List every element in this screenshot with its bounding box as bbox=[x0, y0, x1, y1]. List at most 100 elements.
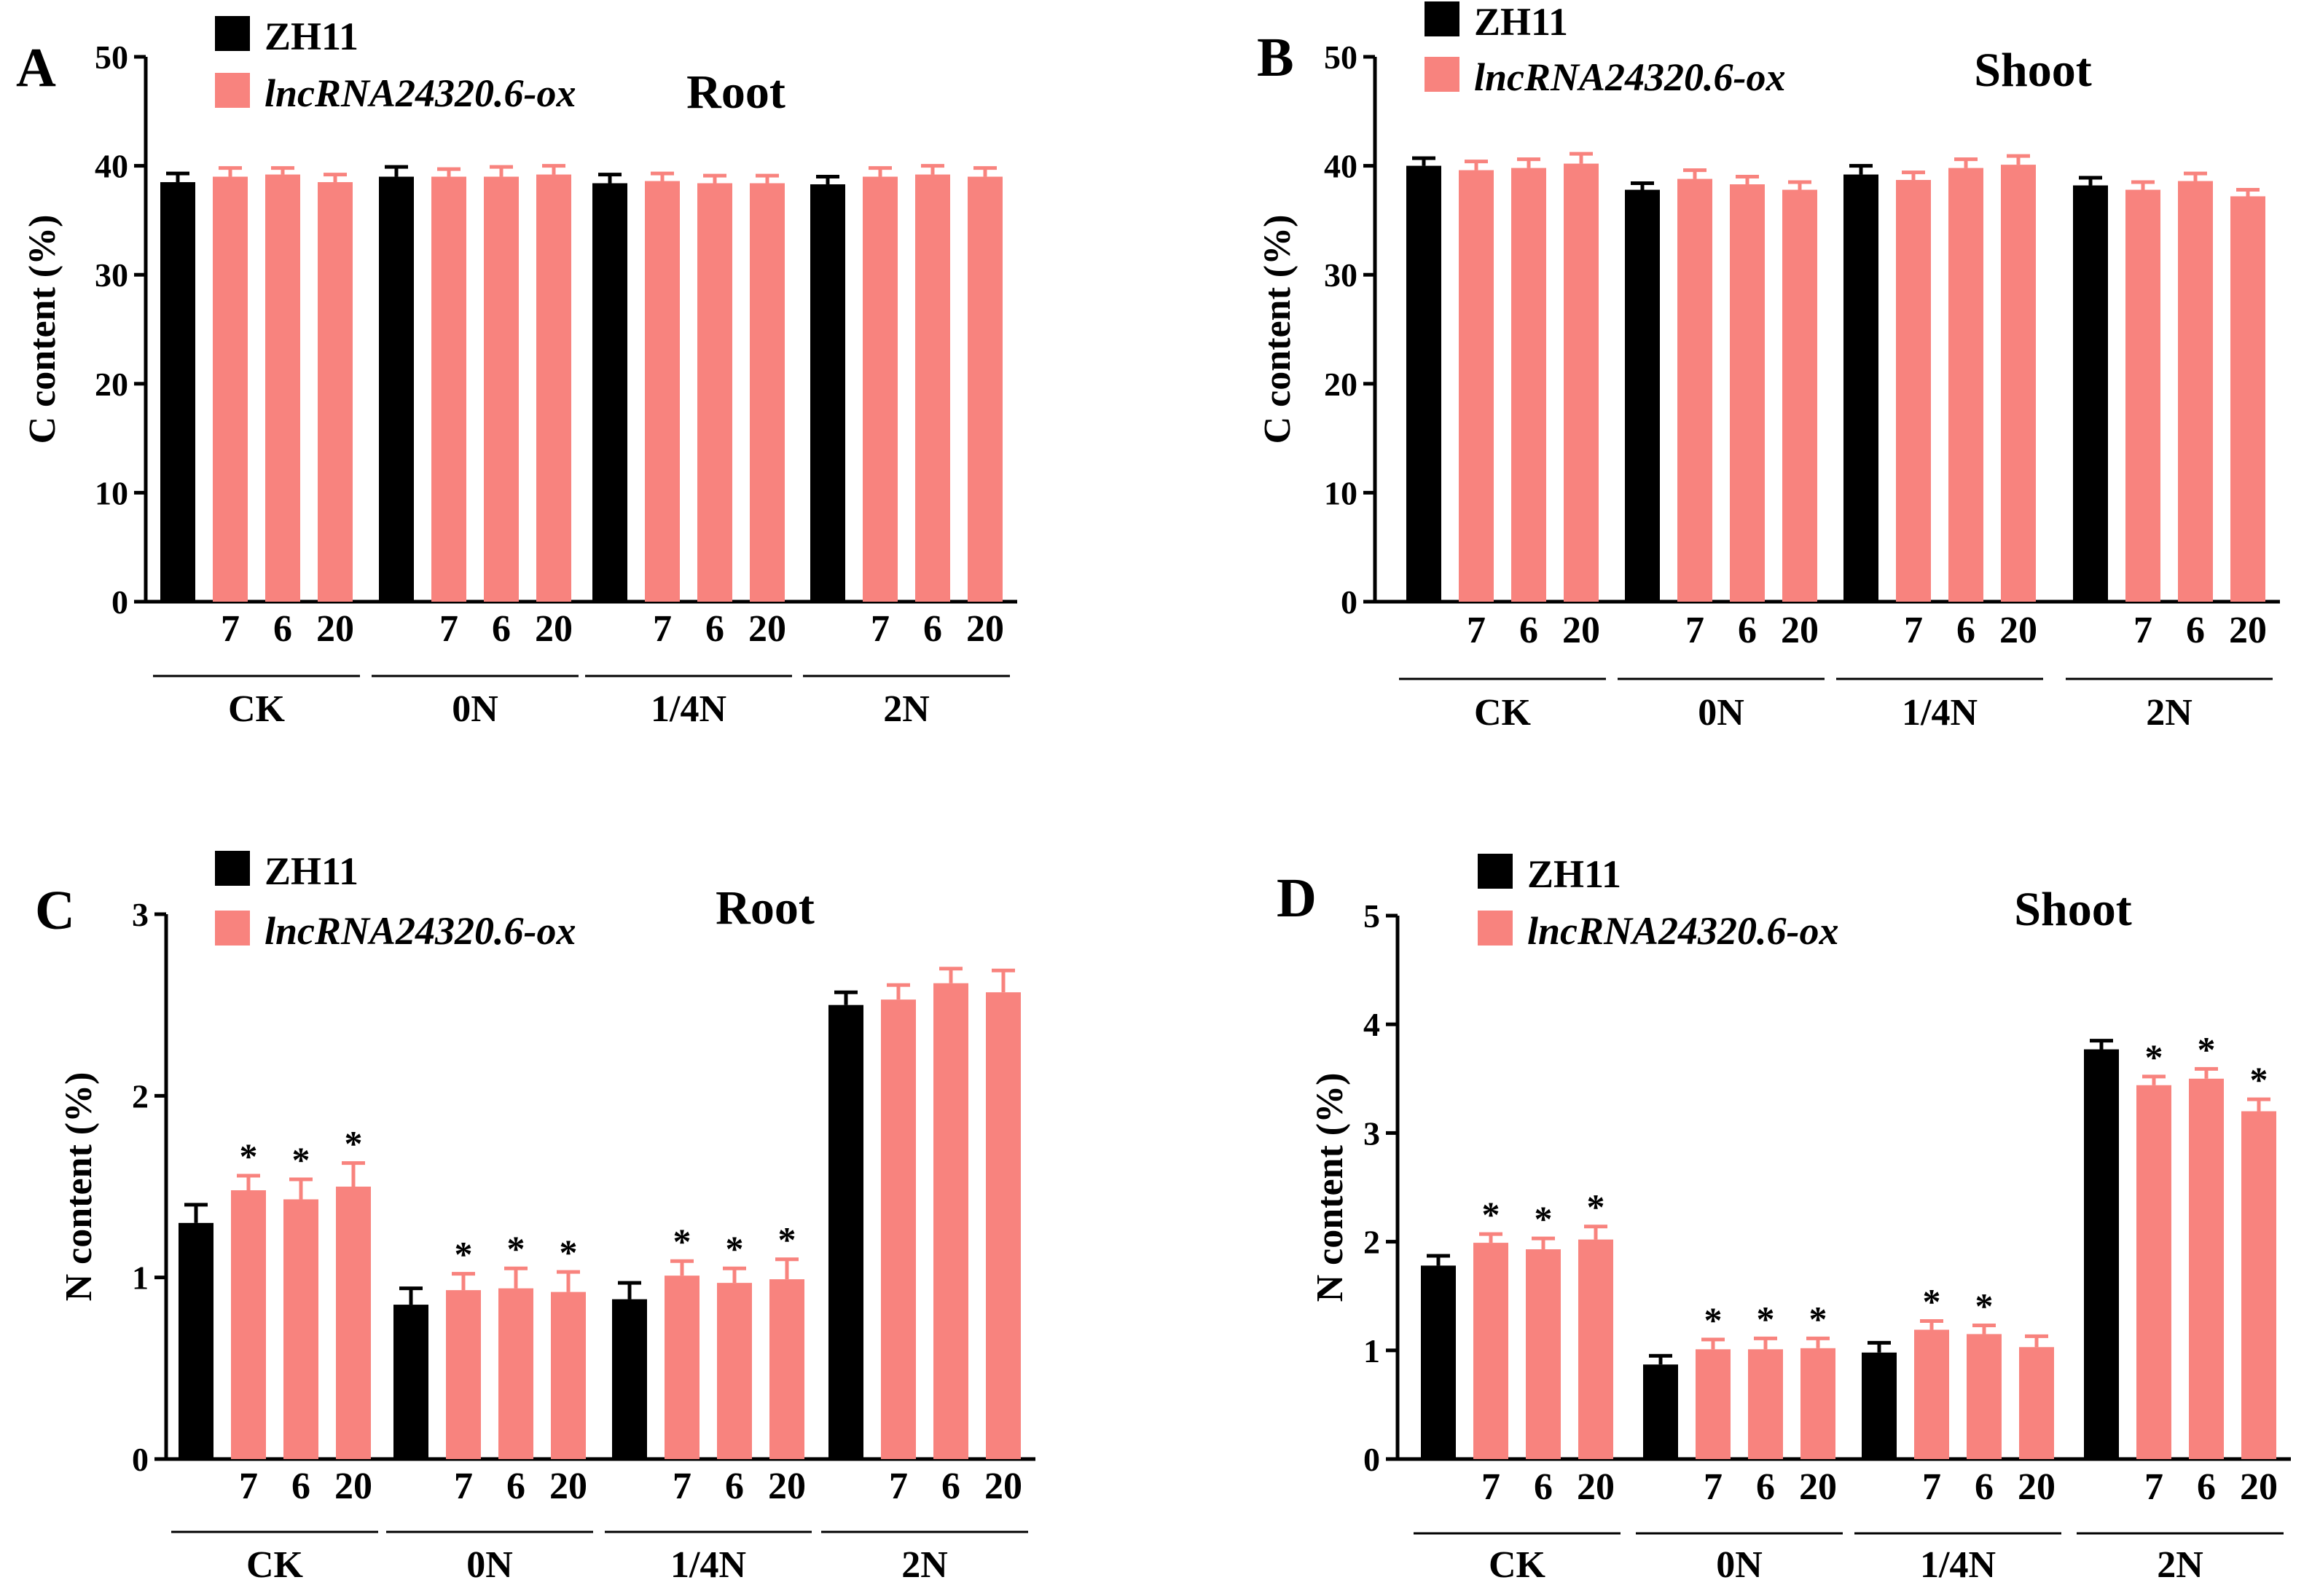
bar-ox-line-7 bbox=[213, 176, 248, 602]
group-label: 1/4N bbox=[651, 688, 726, 730]
bar-ox-line-6 bbox=[1526, 1249, 1561, 1459]
y-tick-label: 3 bbox=[1363, 1115, 1380, 1152]
sample-label: 6 bbox=[1956, 610, 1975, 651]
significance-star: * bbox=[2198, 1029, 2216, 1069]
bar-ox-line-7 bbox=[645, 181, 680, 602]
bar-zh11 bbox=[1406, 165, 1441, 602]
chart-panel-B: B Shoot ZH11 lncRNA24320.6-ox 0 10 20 30 40 50 C c… bbox=[1257, 0, 2280, 734]
bar-ox-line-7 bbox=[881, 999, 916, 1459]
sample-label: 7 bbox=[221, 608, 240, 650]
sample-label: 20 bbox=[1562, 610, 1600, 651]
bar-zh11 bbox=[828, 1005, 863, 1459]
legend-label-zh11: ZH11 bbox=[264, 15, 358, 58]
legend-label-zh11: ZH11 bbox=[264, 849, 358, 893]
sample-label: 20 bbox=[748, 608, 786, 650]
bar-ox-line-6 bbox=[1948, 168, 1983, 602]
legend-label-zh11: ZH11 bbox=[1474, 0, 1568, 44]
bar-ox-line-20 bbox=[2001, 165, 2036, 602]
sample-label: 6 bbox=[273, 608, 292, 650]
bar-ox-line-20 bbox=[769, 1279, 804, 1459]
group-label: CK bbox=[1474, 692, 1532, 734]
sample-label: 20 bbox=[334, 1466, 372, 1507]
sample-label: 7 bbox=[1685, 610, 1704, 651]
legend-label-ox: lncRNA24320.6-ox bbox=[264, 71, 576, 115]
bar-zh11 bbox=[1421, 1265, 1456, 1459]
significance-star: * bbox=[1535, 1198, 1553, 1239]
sample-label: 7 bbox=[673, 1466, 691, 1507]
sample-label: 20 bbox=[549, 1466, 587, 1507]
y-tick-label: 2 bbox=[132, 1077, 149, 1115]
bar-ox-line-7 bbox=[863, 176, 898, 602]
sample-label: 6 bbox=[1738, 610, 1757, 651]
legend-swatch-ox bbox=[215, 73, 250, 108]
sample-label: 20 bbox=[1781, 610, 1819, 651]
group-label: 0N bbox=[1698, 692, 1744, 734]
sample-label: 7 bbox=[1481, 1466, 1500, 1508]
y-tick-label: 50 bbox=[1324, 39, 1357, 76]
bar-zh11 bbox=[2084, 1049, 2119, 1459]
y-tick-label: 0 bbox=[111, 583, 128, 621]
panel-letter: C bbox=[35, 880, 75, 941]
y-tick-label: 30 bbox=[1324, 256, 1357, 294]
panel-letter: B bbox=[1257, 27, 1294, 88]
group-label: 2N bbox=[2157, 1544, 2203, 1586]
bar-zh11 bbox=[2073, 185, 2108, 602]
bar-ox-line-20 bbox=[750, 183, 785, 602]
significance-star: * bbox=[1482, 1194, 1500, 1235]
legend-label-ox: lncRNA24320.6-ox bbox=[264, 909, 576, 953]
sample-label: 7 bbox=[653, 608, 672, 650]
significance-star: * bbox=[2250, 1059, 2268, 1100]
sample-label: 20 bbox=[768, 1466, 806, 1507]
sample-label: 20 bbox=[2018, 1466, 2056, 1508]
sample-label: 20 bbox=[2240, 1466, 2278, 1508]
bar-ox-line-6 bbox=[2189, 1078, 2224, 1459]
sample-label: 6 bbox=[725, 1466, 744, 1507]
group-label: 0N bbox=[466, 1544, 513, 1586]
bar-ox-line-20 bbox=[2230, 196, 2265, 602]
y-tick-label: 40 bbox=[95, 148, 128, 185]
bar-ox-line-7 bbox=[2125, 189, 2160, 602]
y-tick-label: 5 bbox=[1363, 897, 1380, 935]
sample-label: 6 bbox=[941, 1466, 960, 1507]
sample-label: 7 bbox=[239, 1466, 258, 1507]
group-label: 1/4N bbox=[670, 1544, 746, 1586]
significance-star: * bbox=[240, 1136, 258, 1176]
bar-ox-line-7 bbox=[1696, 1349, 1731, 1459]
bar-ox-line-7 bbox=[1896, 180, 1931, 602]
legend-swatch-ox bbox=[215, 911, 250, 946]
sample-label: 20 bbox=[316, 608, 354, 650]
sample-label: 20 bbox=[535, 608, 573, 650]
significance-star: * bbox=[1923, 1281, 1941, 1322]
bar-ox-line-20 bbox=[1800, 1348, 1835, 1459]
significance-star: * bbox=[455, 1234, 473, 1275]
bar-ox-line-20 bbox=[551, 1292, 586, 1459]
sample-label: 6 bbox=[2186, 610, 2205, 651]
y-tick-label: 10 bbox=[1324, 474, 1357, 511]
legend-swatch-zh11 bbox=[215, 16, 250, 51]
group-label: 0N bbox=[452, 688, 498, 730]
sample-label: 7 bbox=[1704, 1466, 1723, 1508]
bar-ox-line-7 bbox=[2136, 1085, 2171, 1459]
significance-star: * bbox=[673, 1221, 691, 1262]
bar-ox-line-7 bbox=[1473, 1243, 1508, 1459]
group-label: 1/4N bbox=[1920, 1544, 1996, 1586]
y-axis-label: C content (%) bbox=[1257, 215, 1298, 444]
bar-ox-line-20 bbox=[968, 176, 1003, 602]
bar-ox-line-6 bbox=[1967, 1334, 2002, 1459]
group-label: 2N bbox=[901, 1544, 948, 1586]
bar-zh11 bbox=[1862, 1352, 1897, 1459]
chart-panel-D: D Shoot ZH11 lncRNA24320.6-ox 0 1 2 3 4 5 N conten… bbox=[1277, 852, 2291, 1586]
significance-star: * bbox=[507, 1228, 525, 1269]
bar-ox-line-7 bbox=[1459, 170, 1494, 602]
legend-label-ox: lncRNA24320.6-ox bbox=[1474, 55, 1786, 99]
sample-label: 7 bbox=[1922, 1466, 1941, 1508]
y-tick-label: 1 bbox=[132, 1259, 149, 1297]
bar-zh11 bbox=[379, 176, 414, 602]
significance-star: * bbox=[1809, 1298, 1827, 1339]
legend-label-zh11: ZH11 bbox=[1527, 852, 1621, 896]
bar-ox-line-7 bbox=[665, 1275, 700, 1459]
y-axis-label: C content (%) bbox=[22, 215, 63, 444]
group-label: 1/4N bbox=[1902, 692, 1978, 734]
y-tick-label: 30 bbox=[95, 256, 128, 294]
sample-label: 6 bbox=[2197, 1466, 2216, 1508]
